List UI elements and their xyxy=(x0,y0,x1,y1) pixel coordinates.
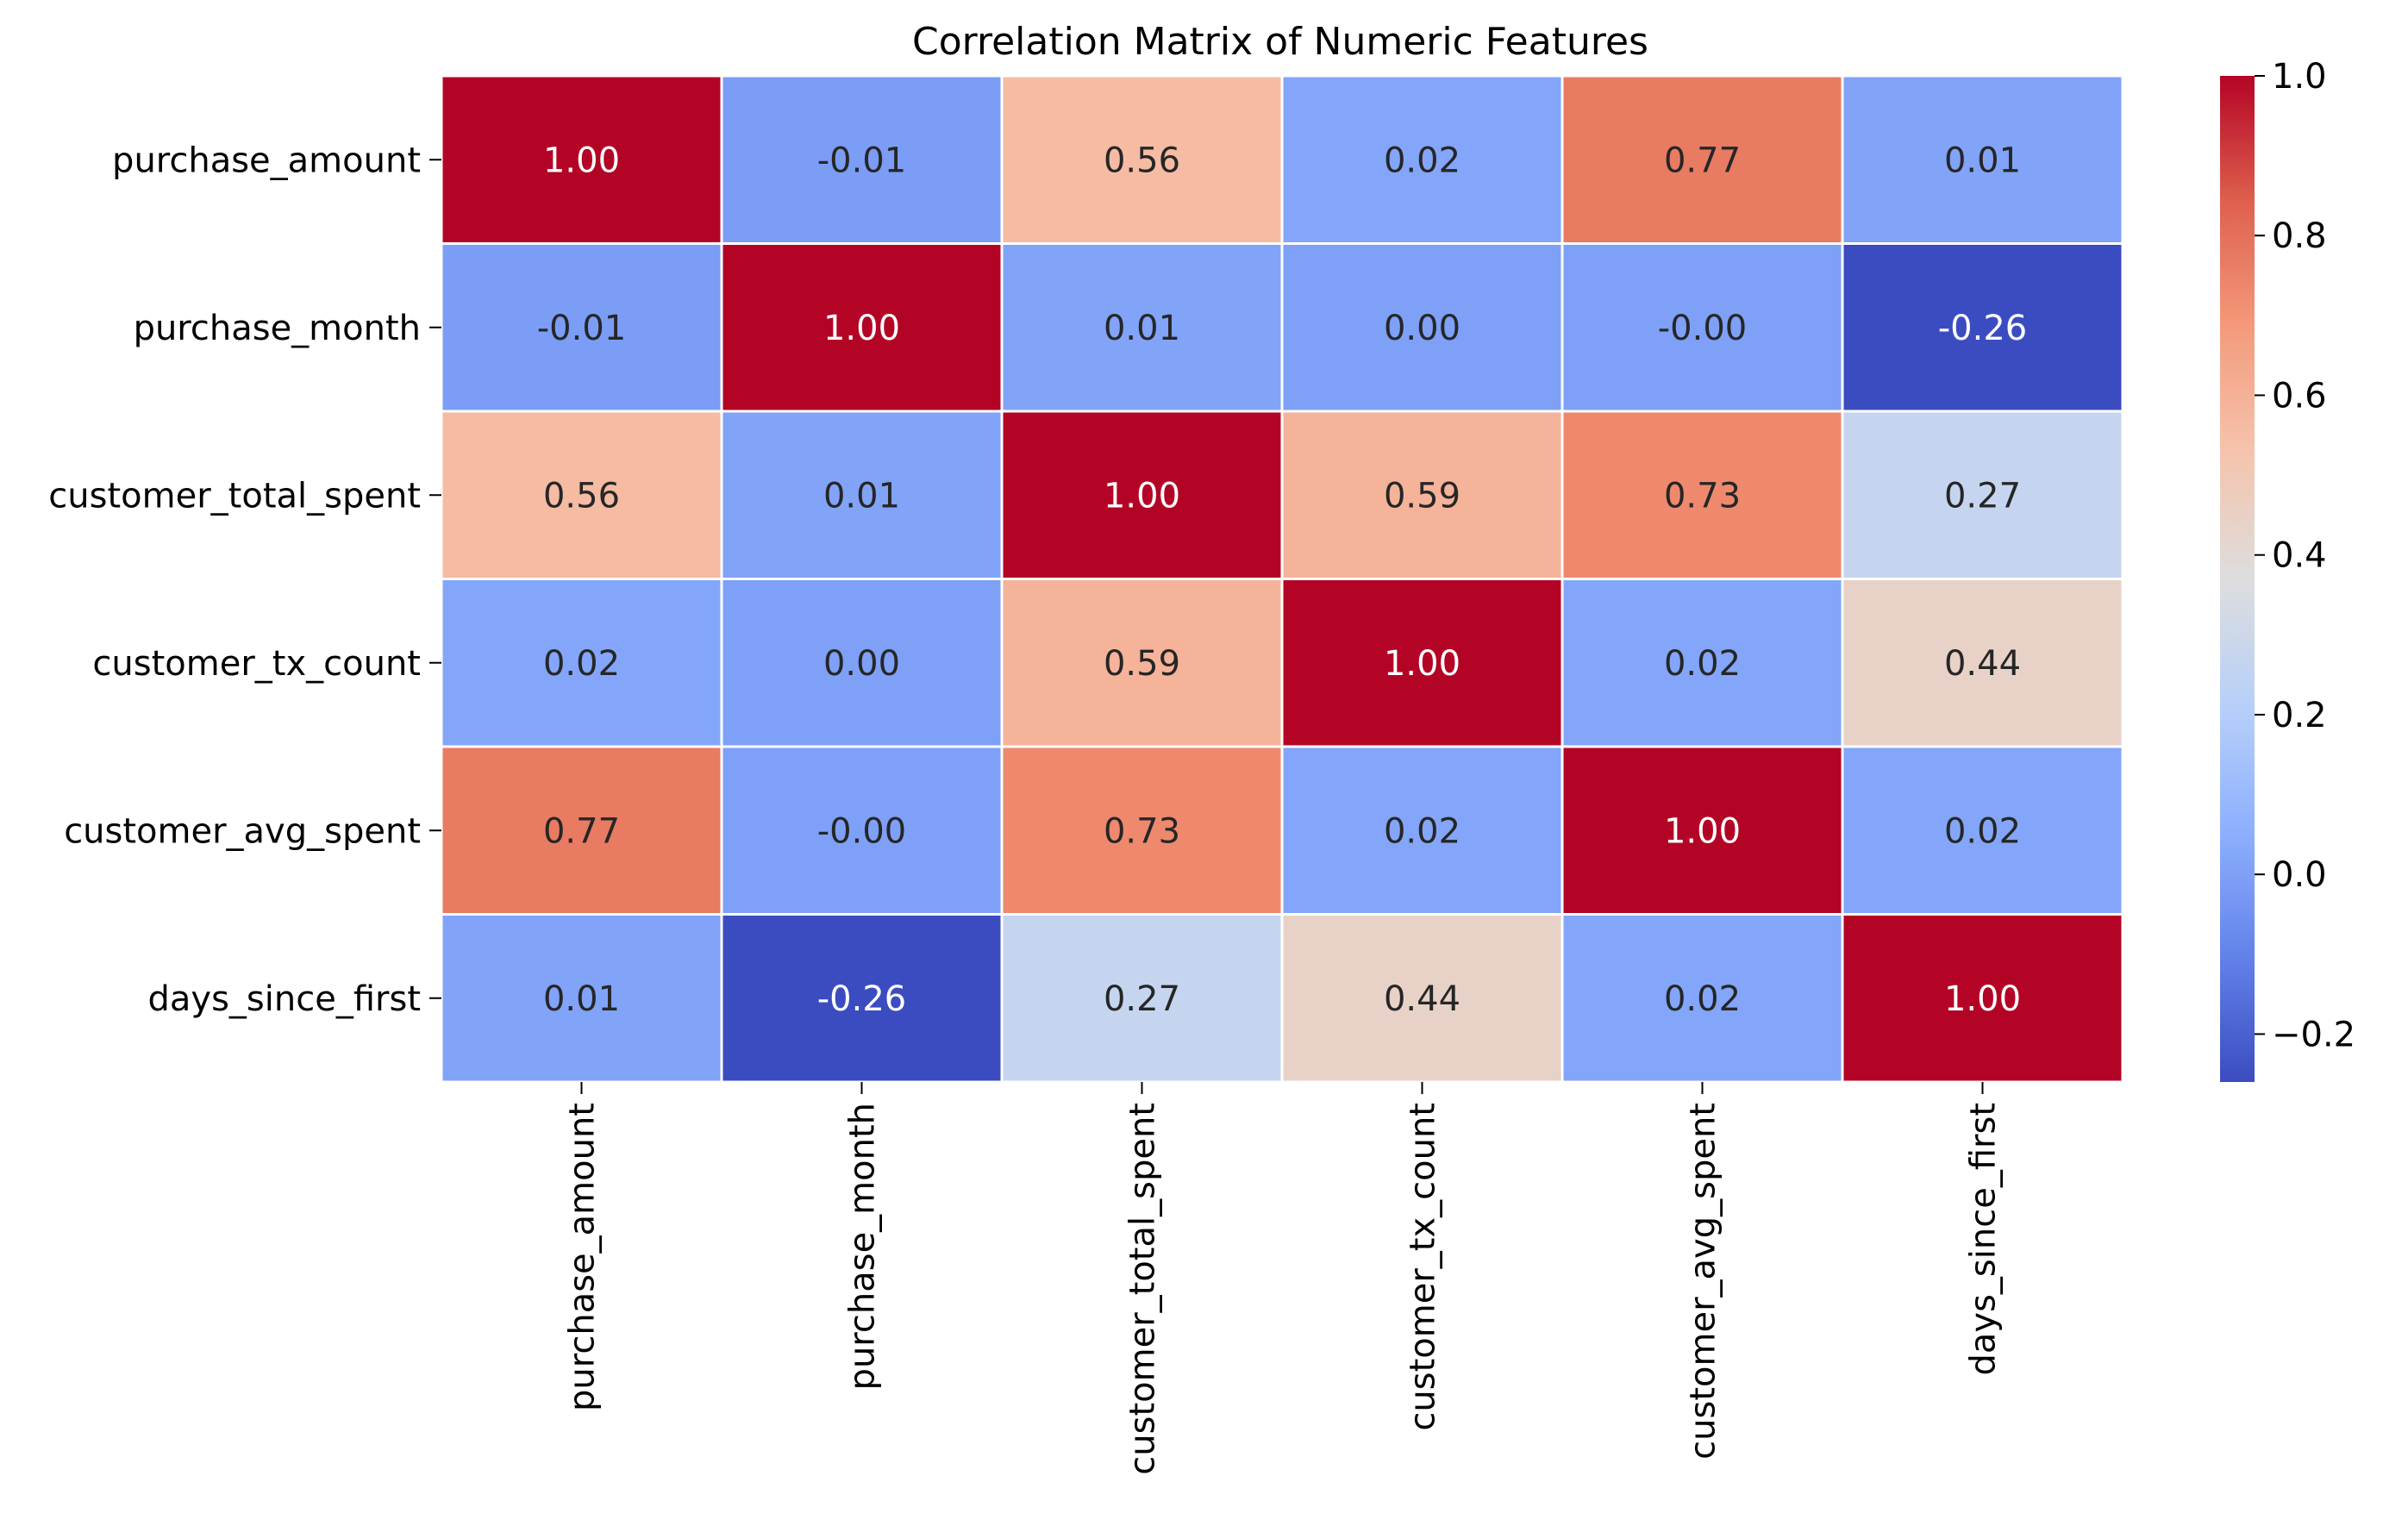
heatmap-cell xyxy=(1841,74,2124,245)
x-tick-label: customer_avg_spent xyxy=(1684,1103,1723,1460)
x-tick-label: customer_total_spent xyxy=(1123,1103,1163,1475)
heatmap-cell xyxy=(1280,74,1564,245)
cell-value-label: 0.02 xyxy=(1664,979,1741,1019)
cell-value-label: 0.02 xyxy=(1384,141,1460,180)
cell-value-label: 0.56 xyxy=(1104,141,1180,180)
heatmap-cell xyxy=(1280,410,1564,580)
heatmap-cell xyxy=(440,578,723,748)
cell-value-label: 1.00 xyxy=(823,309,900,348)
colorbar-tick-label: 0.0 xyxy=(2272,855,2327,895)
x-tick-label: days_since_first xyxy=(1964,1103,2004,1375)
cell-value-label: 0.77 xyxy=(1664,141,1741,180)
cell-value-label: 0.27 xyxy=(1104,979,1180,1019)
heatmap-cell xyxy=(1000,578,1284,748)
cell-value-label: 0.01 xyxy=(1104,309,1180,348)
cell-value-label: 0.02 xyxy=(543,644,620,684)
x-tick-label: purchase_amount xyxy=(563,1103,603,1411)
colorbar-tick-label: 0.6 xyxy=(2272,376,2327,416)
heatmap-cell xyxy=(1561,578,1844,748)
cell-value-label: -0.00 xyxy=(817,811,907,851)
cell-value-label: -0.26 xyxy=(817,979,907,1019)
cell-value-label: 1.00 xyxy=(543,141,620,180)
cell-value-label: 0.00 xyxy=(823,644,900,684)
cell-value-label: 1.00 xyxy=(1104,476,1180,516)
cell-value-label: 0.56 xyxy=(543,476,620,516)
cell-value-label: 1.00 xyxy=(1384,644,1460,684)
y-axis-tick-labels: purchase_amount purchase_month customer_to… xyxy=(48,141,441,1019)
colorbar-tick-label: 0.4 xyxy=(2272,536,2327,576)
heatmap-cell xyxy=(720,74,1004,245)
cell-value-label: 1.00 xyxy=(1944,979,2021,1019)
heatmap-cell xyxy=(1841,913,2124,1084)
x-tick-label: customer_tx_count xyxy=(1404,1103,1443,1431)
colorbar-tick-label: 1.0 xyxy=(2272,57,2327,97)
heatmap-cells: 1.00 -0.01 0.56 0.02 0.77 0.01 -0.01 1.00 0.01 0.… xyxy=(440,74,2124,1084)
cell-value-label: 0.73 xyxy=(1104,811,1180,851)
heatmap-cell xyxy=(440,74,723,245)
cell-value-label: 0.73 xyxy=(1664,476,1741,516)
cell-value-label: 0.02 xyxy=(1384,811,1460,851)
heatmap-cell xyxy=(440,745,723,916)
colorbar-tick-label: 0.2 xyxy=(2272,696,2327,735)
cell-value-label: -0.00 xyxy=(1658,309,1748,348)
y-tick-label: days_since_first xyxy=(148,979,421,1019)
heatmap-cell xyxy=(1000,74,1284,245)
colorbar: −0.2 0.0 0.2 0.4 0.6 0.8 1.0 xyxy=(2220,57,2355,1082)
heatmap-cell xyxy=(1841,578,2124,748)
heatmap-cell xyxy=(1561,745,1844,916)
cell-value-label: 0.77 xyxy=(543,811,620,851)
x-axis-tick-labels: purchase_amount purchase_month customer_to… xyxy=(563,1082,2004,1475)
cell-value-label: 0.44 xyxy=(1944,644,2021,684)
heatmap-cell xyxy=(1561,410,1844,580)
heatmap-cell xyxy=(720,578,1004,748)
y-tick-label: purchase_month xyxy=(134,309,421,348)
heatmap-cell xyxy=(440,913,723,1084)
heatmap-cell xyxy=(720,242,1004,413)
cell-value-label: 0.59 xyxy=(1384,476,1460,516)
heatmap-cell xyxy=(1280,578,1564,748)
chart-title: Correlation Matrix of Numeric Features xyxy=(912,20,1648,64)
heatmap-cell xyxy=(1841,745,2124,916)
cell-value-label: 1.00 xyxy=(1664,811,1741,851)
cell-value-label: 0.02 xyxy=(1944,811,2021,851)
heatmap-cell xyxy=(440,410,723,580)
heatmap-cell xyxy=(1841,410,2124,580)
heatmap-cell xyxy=(1280,242,1564,413)
y-tick-label: customer_tx_count xyxy=(92,644,421,684)
cell-value-label: 0.44 xyxy=(1384,979,1460,1019)
heatmap-cell xyxy=(720,410,1004,580)
cell-value-label: 0.01 xyxy=(1944,141,2021,180)
cell-value-label: 0.27 xyxy=(1944,476,2021,516)
y-tick-label: customer_avg_spent xyxy=(64,811,421,851)
cell-value-label: 0.01 xyxy=(543,979,620,1019)
cell-value-label: 0.00 xyxy=(1384,309,1460,348)
colorbar-tick-label: −0.2 xyxy=(2272,1015,2355,1054)
cell-value-label: -0.01 xyxy=(537,309,627,348)
colorbar-tick-label: 0.8 xyxy=(2272,216,2327,256)
heatmap-cell xyxy=(1841,242,2124,413)
heatmap-cell xyxy=(1561,913,1844,1084)
cell-value-label: -0.01 xyxy=(817,141,907,180)
heatmap-cell xyxy=(1561,74,1844,245)
y-tick-label: customer_total_spent xyxy=(48,476,421,516)
cell-value-label: 0.59 xyxy=(1104,644,1180,684)
y-tick-label: purchase_amount xyxy=(112,141,421,180)
cell-value-label: -0.26 xyxy=(1938,309,2028,348)
cell-value-label: 0.01 xyxy=(823,476,900,516)
heatmap-cell xyxy=(1280,745,1564,916)
colorbar-gradient xyxy=(2220,76,2255,1082)
x-tick-label: purchase_month xyxy=(843,1103,883,1390)
cell-value-label: 0.02 xyxy=(1664,644,1741,684)
heatmap-cell xyxy=(1000,745,1284,916)
